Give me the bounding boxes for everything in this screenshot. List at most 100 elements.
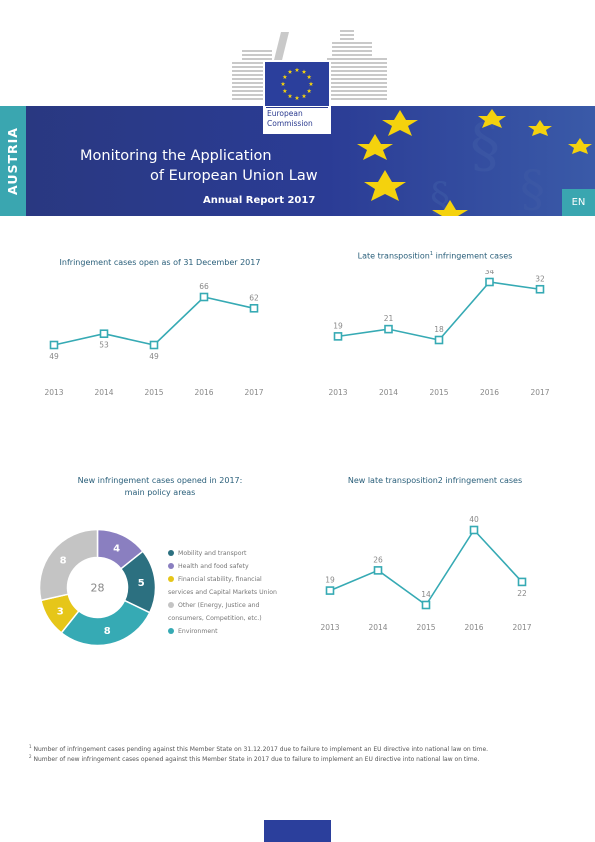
footnote-1-text: Number of infringement cases pending aga… xyxy=(31,746,489,753)
footnote-2-sup: 2 xyxy=(29,754,32,759)
donut-total: 28 xyxy=(91,582,105,595)
data-point xyxy=(199,292,209,302)
data-label: 34 xyxy=(485,270,495,276)
flag-star xyxy=(282,88,288,93)
x-tick-label: 2016 xyxy=(194,388,213,397)
logo-line2: Commission xyxy=(267,119,313,128)
data-label: 66 xyxy=(199,282,209,291)
x-tick-label: 2016 xyxy=(464,623,483,632)
data-label: 49 xyxy=(149,352,159,361)
legend-label: Financial stability, financial xyxy=(178,576,262,583)
data-point xyxy=(333,332,343,341)
data-point xyxy=(485,277,494,287)
data-point xyxy=(469,525,479,535)
data-label: 62 xyxy=(249,293,259,302)
flag-star xyxy=(301,69,307,74)
data-point xyxy=(325,586,335,595)
ec-logo-text: European Commission xyxy=(267,109,313,129)
data-label: 14 xyxy=(421,590,431,599)
data-point xyxy=(535,284,545,294)
x-tick-label: 2017 xyxy=(512,623,531,632)
legend-item: Health and food safety xyxy=(168,560,249,573)
late-title-text: Late transposition xyxy=(357,251,430,261)
data-point xyxy=(149,340,159,350)
flag-star xyxy=(280,81,286,86)
x-tick-label: 2013 xyxy=(44,388,63,397)
legend-label: Other (Energy, Justice and xyxy=(178,602,260,609)
data-label: 32 xyxy=(535,274,545,283)
late-transposition-chart-title: Late transposition1 infringement cases xyxy=(300,251,570,261)
legend-item: Other (Energy, Justice and consumers, Com… xyxy=(168,599,262,625)
legend-swatch xyxy=(168,550,174,556)
data-label: 26 xyxy=(373,555,383,564)
x-tick-label: 2014 xyxy=(94,388,113,397)
legend-label-line2: services and Capital Markets Union xyxy=(168,589,277,596)
data-point xyxy=(99,329,109,339)
x-tick-label: 2013 xyxy=(320,623,339,632)
data-label: 40 xyxy=(469,515,479,524)
legend-swatch xyxy=(168,602,174,608)
logo-line1: European xyxy=(267,109,303,118)
data-label: 21 xyxy=(384,314,394,323)
slice-label: 3 xyxy=(57,606,64,617)
donut-slice xyxy=(38,528,99,602)
flag-star xyxy=(294,67,300,72)
footer-bar xyxy=(264,820,331,842)
x-tick-label: 2014 xyxy=(368,623,387,632)
footnote-1-sup: 1 xyxy=(29,744,32,749)
svg-text:§: § xyxy=(430,175,450,216)
flag-star xyxy=(308,81,314,86)
data-point xyxy=(434,335,444,345)
data-point xyxy=(421,600,431,610)
legend-item: Environment xyxy=(168,625,218,638)
language-badge[interactable]: EN xyxy=(562,189,595,216)
eu-flag-icon xyxy=(265,62,329,106)
data-label: 53 xyxy=(99,341,109,350)
data-point xyxy=(373,566,383,575)
data-label: 18 xyxy=(434,325,444,334)
slice-label: 8 xyxy=(104,626,111,637)
data-point xyxy=(517,577,527,587)
data-label: 22 xyxy=(517,589,527,598)
policy-areas-title-line1: New infringement cases opened in 2017: xyxy=(77,476,243,485)
open-cases-chart-title: Infringement cases open as of 31 Decembe… xyxy=(59,258,261,267)
data-label: 49 xyxy=(49,352,59,361)
legend-swatch xyxy=(168,628,174,634)
x-tick-label: 2015 xyxy=(416,623,435,632)
footnote-1: 1 Number of infringement cases pending a… xyxy=(29,744,488,753)
legend-item: Financial stability, financial services a… xyxy=(168,573,277,599)
flag-star xyxy=(306,88,312,93)
policy-areas-donut-chart: 4 5 8 3 8 28 xyxy=(38,528,157,647)
logo-divider xyxy=(266,107,328,108)
data-point xyxy=(49,340,59,350)
footnote-2-text: Number of new infringement cases opened … xyxy=(31,756,480,763)
legend-swatch xyxy=(168,576,174,582)
slice-label: 8 xyxy=(60,556,67,567)
commission-building-logo xyxy=(232,30,387,100)
slice-label: 4 xyxy=(113,543,120,554)
x-tick-label: 2017 xyxy=(244,388,263,397)
country-label: AUSTRIA xyxy=(5,127,20,195)
new-late-chart-title: New late transposition2 infringement cas… xyxy=(347,476,523,485)
slice-label: 5 xyxy=(138,578,145,589)
late-title-sup: 1 xyxy=(429,251,434,257)
x-tick-label: 2015 xyxy=(429,388,448,397)
policy-areas-title-line2: main policy areas xyxy=(124,488,196,497)
legend-label: Mobility and transport xyxy=(178,550,247,557)
x-tick-label: 2013 xyxy=(328,388,347,397)
x-tick-label: 2017 xyxy=(530,388,549,397)
flag-star xyxy=(306,74,312,79)
report-title-line1: Monitoring the Application xyxy=(80,148,272,164)
late-title-suffix: infringement cases xyxy=(433,251,513,261)
x-tick-label: 2014 xyxy=(379,388,398,397)
donut-slice xyxy=(60,599,151,647)
flag-star xyxy=(287,93,293,99)
late-transposition-line-chart: 19 2013 21 2014 18 2015 34 2016 32 2017 xyxy=(328,270,549,397)
x-tick-label: 2016 xyxy=(480,388,499,397)
data-point xyxy=(384,324,393,334)
flag-star xyxy=(282,74,288,79)
report-subtitle: Annual Report 2017 xyxy=(203,195,316,206)
legend-label-line2: consumers, Competition, etc.) xyxy=(168,615,262,622)
flag-star xyxy=(287,69,293,74)
legend-item: Mobility and transport xyxy=(168,547,246,560)
